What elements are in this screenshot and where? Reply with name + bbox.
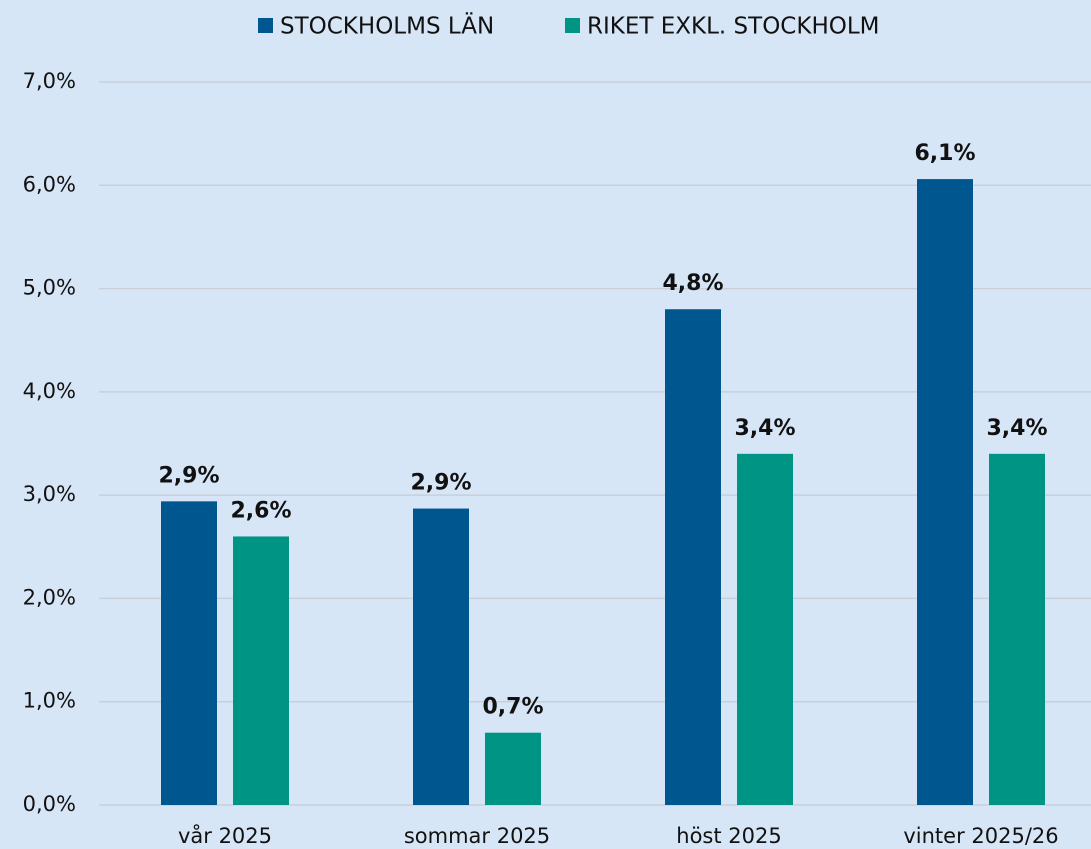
value-label: 3,4%	[986, 416, 1047, 441]
value-label: 6,1%	[914, 141, 975, 166]
y-tick-label: 3,0%	[23, 482, 76, 506]
value-label: 4,8%	[662, 271, 723, 296]
bar	[665, 309, 721, 805]
legend-label: STOCKHOLMS LÄN	[280, 12, 494, 40]
x-tick-label: höst 2025	[676, 824, 781, 848]
value-label: 2,9%	[158, 463, 219, 488]
y-tick-label: 1,0%	[23, 689, 76, 713]
y-tick-label: 4,0%	[23, 379, 76, 403]
y-tick-label: 6,0%	[23, 172, 76, 196]
value-label: 0,7%	[482, 695, 543, 720]
bar	[161, 501, 217, 805]
legend-swatch	[258, 18, 273, 33]
y-tick-label: 0,0%	[23, 792, 76, 816]
legend-label: RIKET EXKL. STOCKHOLM	[587, 14, 880, 40]
bar	[989, 453, 1045, 805]
y-tick-label: 2,0%	[23, 585, 76, 609]
bar	[233, 536, 289, 805]
y-tick-label: 5,0%	[23, 276, 76, 300]
bar	[413, 508, 469, 805]
bar	[485, 732, 541, 805]
value-label: 2,6%	[230, 498, 291, 523]
y-tick-label: 7,0%	[23, 69, 76, 93]
legend-swatch	[565, 18, 580, 33]
x-tick-label: vår 2025	[178, 823, 272, 848]
value-label: 3,4%	[734, 416, 795, 441]
bar	[737, 453, 793, 805]
x-tick-label: sommar 2025	[404, 824, 550, 848]
value-label: 2,9%	[410, 471, 471, 496]
x-tick-label: vinter 2025/26	[903, 824, 1058, 848]
bar	[917, 179, 973, 806]
